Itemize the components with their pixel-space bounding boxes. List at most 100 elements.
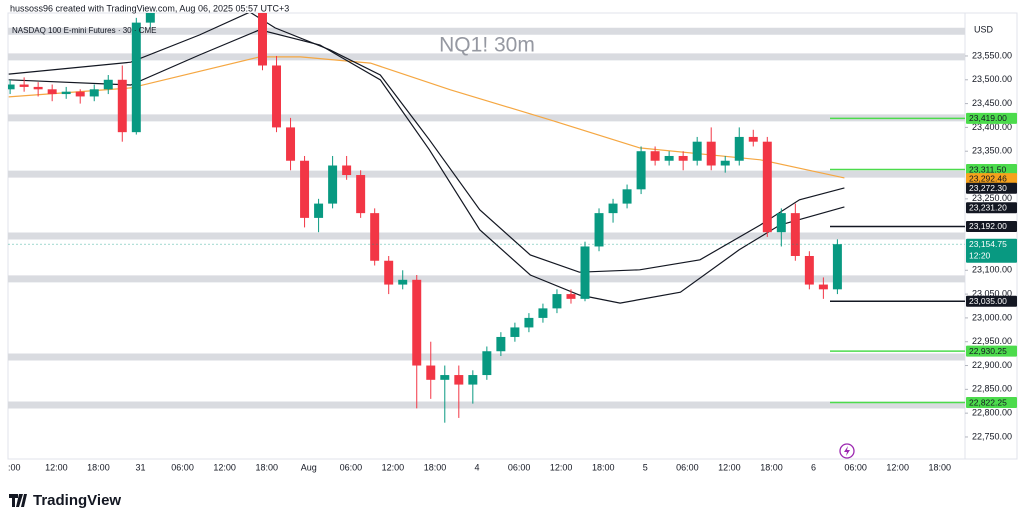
x-tick-label: 5	[643, 462, 648, 472]
x-tick-label: 06:00	[171, 462, 194, 472]
x-tick-label: 12:00	[886, 462, 909, 472]
candle-body	[300, 160, 310, 218]
x-tick-label: 06:00	[844, 462, 867, 472]
price-tag	[966, 220, 1017, 232]
price-tag-label: 22,822.25	[969, 397, 1007, 407]
candle-body	[832, 244, 842, 290]
candle-body	[790, 213, 800, 256]
x-tick-label: 18:00	[928, 462, 951, 472]
y-tick-label: 23,050.00	[972, 288, 1012, 298]
candle-body	[636, 151, 646, 190]
y-tick-label: 23,000.00	[972, 312, 1012, 322]
x-tick-label: :00	[8, 462, 21, 472]
candle-body	[594, 213, 604, 247]
price-tag	[966, 238, 1017, 263]
x-tick-label: 12:00	[550, 462, 573, 472]
y-tick-label: 23,350.00	[972, 146, 1012, 156]
price-tag-label: 23,272.30	[969, 183, 1007, 193]
currency: USD	[974, 24, 994, 34]
x-tick-label: 31	[135, 462, 145, 472]
candle-body	[468, 375, 478, 385]
x-tick-label: 18:00	[255, 462, 278, 472]
candle-body	[566, 294, 576, 299]
candle-body	[33, 86, 43, 90]
alert-bolt	[844, 446, 850, 456]
candle-body	[496, 336, 506, 352]
price-tag-label: 23,419.00	[969, 113, 1007, 123]
indicator-line	[8, 13, 845, 273]
x-tick-label: 06:00	[508, 462, 531, 472]
y-tick-label: 22,950.00	[972, 336, 1012, 346]
candle-body	[608, 203, 618, 214]
x-tick-label: 12:00	[213, 462, 236, 472]
y-tick-label: 22,850.00	[972, 384, 1012, 394]
axis: 23,550.00 23,500.00 23,450.00 23,400.00 23,3…	[8, 50, 1017, 472]
candle-body	[19, 84, 29, 87]
price-tag-label: 23,035.00	[969, 296, 1007, 306]
candle-body	[818, 284, 828, 290]
candle-body	[412, 279, 422, 366]
symbol: NASDAQ 100 E-mini Futures · 30 · CME	[12, 26, 156, 35]
candle-body	[117, 79, 127, 133]
candle-body	[622, 189, 632, 204]
price-tag-label: 22,930.25	[969, 346, 1007, 356]
candle-body	[356, 175, 366, 214]
candle-body	[552, 294, 562, 309]
candle-body	[61, 91, 71, 95]
x-tick-label: 12:00	[718, 462, 741, 472]
candle-body	[314, 203, 324, 218]
watermark: NQ1! 30m	[439, 34, 535, 57]
candle-body	[328, 165, 338, 204]
price-tag-label: 23,311.50	[969, 164, 1006, 174]
candle-body	[131, 22, 141, 133]
candle-body	[650, 151, 660, 161]
y-tick-label: 22,800.00	[972, 408, 1012, 418]
price-tag-label: 23,231.20	[969, 203, 1007, 213]
candle-body	[103, 79, 113, 90]
price-tag	[966, 397, 1017, 409]
logo-mark	[9, 494, 27, 507]
indicator-line	[8, 29, 845, 304]
candle-body	[804, 255, 814, 285]
candle-body	[272, 65, 282, 128]
candle-body	[258, 13, 267, 66]
y-tick-label: 22,750.00	[972, 431, 1012, 441]
candle-body	[762, 141, 772, 233]
candle-body	[734, 136, 744, 161]
plot	[8, 13, 845, 423]
price-tag	[966, 164, 1017, 176]
price-tag-label: 23,154.75	[969, 239, 1007, 249]
x-tick-label: 06:00	[340, 462, 363, 472]
candle-body	[706, 141, 716, 166]
x-tick-label: 06:00	[676, 462, 699, 472]
candle-body	[580, 246, 590, 299]
y-tick-label: 23,450.00	[972, 98, 1012, 108]
y-tick-label: 23,250.00	[972, 193, 1012, 203]
candle-body	[47, 89, 57, 95]
y-tick-label: 23,100.00	[972, 265, 1012, 275]
candle-body	[89, 89, 99, 97]
candle-body	[454, 375, 464, 385]
candle-body	[538, 308, 548, 318]
candle-body	[720, 160, 730, 166]
candle-body	[426, 365, 436, 380]
price-tag	[966, 295, 1017, 307]
candle-body	[692, 141, 702, 161]
candle-body	[75, 91, 85, 97]
price-tag	[966, 112, 1017, 124]
candle-body	[524, 317, 534, 328]
y-tick-label: 23,500.00	[972, 74, 1012, 84]
candle-body	[482, 351, 492, 376]
x-tick-label: 18:00	[592, 462, 615, 472]
x-tick-label: 4	[475, 462, 480, 472]
candle-body	[286, 127, 296, 161]
alert-icon[interactable]	[839, 443, 855, 459]
x-tick-label: 18:00	[87, 462, 110, 472]
x-tick-label: 6	[811, 462, 816, 472]
candle-body	[370, 213, 380, 261]
x-tick-label: 12:00	[382, 462, 405, 472]
credit: hussoss96 created with TradingView.com, …	[10, 3, 289, 13]
